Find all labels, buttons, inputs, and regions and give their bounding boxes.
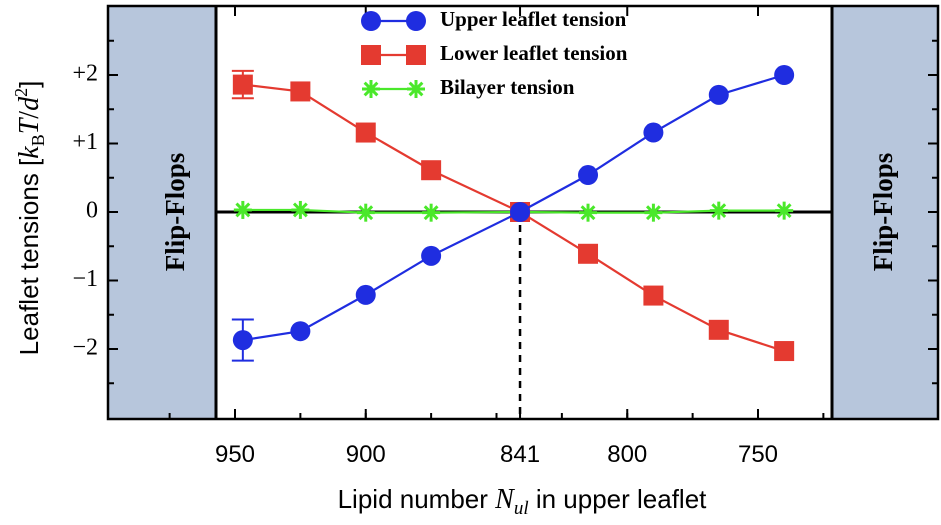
asterisk-stroke	[235, 202, 251, 218]
x-tick-label: 800	[607, 441, 647, 468]
legend-item: Bilayer tension	[362, 75, 575, 99]
asterisk-stroke	[423, 205, 439, 221]
flip-flop-region-right	[832, 6, 938, 419]
data-point	[643, 122, 664, 143]
data-point	[232, 330, 253, 351]
data-point	[290, 321, 311, 342]
data-point	[407, 80, 425, 98]
data-point	[406, 45, 426, 65]
asterisk-stroke	[358, 205, 374, 221]
x-axis-ticks: 950 900 841 800 750	[168, 6, 825, 468]
y-tick-label: +2	[72, 61, 98, 87]
y-tick-label: −1	[72, 266, 98, 292]
asterisk-stroke	[580, 205, 596, 221]
flip-flop-label-right: Flip-Flops	[868, 153, 898, 272]
y-tick-label: +1	[72, 129, 98, 155]
data-point	[774, 65, 795, 85]
data-point	[709, 201, 728, 220]
x-axis-label: Lipid number Nul in upper leaflet	[338, 484, 708, 519]
asterisk-stroke	[363, 81, 379, 97]
svg-text:Leaflet tensions [kBT/d2]: Leaflet tensions [kBT/d2]	[11, 81, 48, 356]
series-layer	[231, 65, 795, 362]
x-tick-label: 900	[346, 441, 386, 468]
data-point	[406, 11, 426, 31]
x-tick-label: 841	[500, 441, 540, 468]
asterisk-stroke	[711, 203, 727, 219]
y-tick-label: 0	[86, 198, 98, 224]
flip-flop-region-left	[108, 6, 216, 419]
data-point	[290, 81, 311, 102]
x-tick-label: 950	[215, 441, 255, 468]
data-point	[578, 165, 599, 186]
data-point	[644, 203, 663, 222]
flip-flop-label-left-text: Flip-Flops	[160, 153, 190, 272]
data-point	[579, 203, 598, 222]
y-tick-label: −2	[72, 335, 98, 361]
x-tick-label: 750	[738, 441, 778, 468]
asterisk-stroke	[292, 202, 308, 218]
data-point	[775, 201, 794, 220]
flip-flop-label-right-text: Flip-Flops	[868, 153, 898, 272]
asterisk-stroke	[408, 81, 424, 97]
data-point	[355, 284, 376, 305]
legend-item: Upper leaflet tension	[361, 7, 627, 31]
plot-frame	[106, 4, 940, 421]
data-point	[421, 160, 442, 181]
legend-item: Lower leaflet tension	[361, 41, 628, 65]
data-point	[233, 200, 252, 219]
data-point	[355, 122, 376, 143]
data-point	[510, 202, 531, 222]
data-point	[361, 45, 381, 65]
data-point	[291, 200, 310, 219]
legend-label: Bilayer tension	[440, 75, 575, 99]
legend-label: Upper leaflet tension	[440, 7, 627, 31]
y-axis-ticks: +2 +1 0 −1 −2	[72, 39, 938, 385]
series-circle	[231, 65, 795, 362]
data-point	[232, 74, 253, 95]
data-point	[362, 80, 380, 98]
data-point	[643, 285, 664, 306]
data-point	[421, 245, 442, 266]
asterisk-stroke	[776, 203, 792, 219]
data-point	[708, 84, 729, 105]
flip-flop-label-left: Flip-Flops	[160, 153, 190, 272]
y-axis-label: Leaflet tensions [kBT/d2]	[11, 81, 48, 356]
data-point	[361, 11, 381, 31]
data-point	[356, 203, 375, 222]
legend-label: Lower leaflet tension	[440, 41, 628, 65]
data-point	[422, 203, 441, 222]
data-point	[774, 341, 795, 362]
data-point	[578, 243, 599, 264]
asterisk-stroke	[645, 205, 661, 221]
legend: Upper leaflet tension Lower leaflet tensi…	[361, 7, 628, 99]
data-point	[708, 319, 729, 340]
